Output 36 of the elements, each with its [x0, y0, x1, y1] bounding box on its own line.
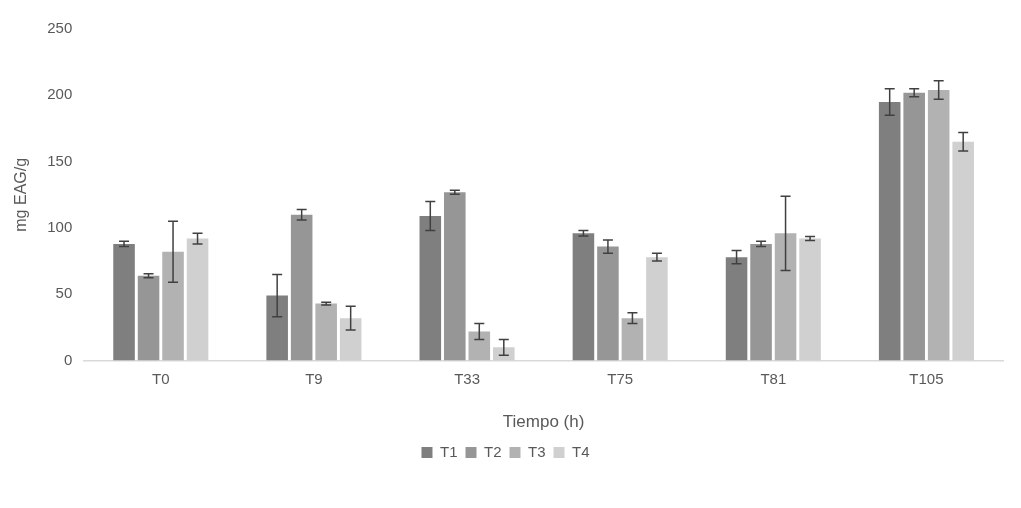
bar [927, 90, 950, 361]
y-tick-label: 100 [47, 218, 73, 236]
bar [468, 331, 491, 361]
bar [266, 295, 288, 361]
x-tick-label: T105 [909, 369, 944, 387]
y-tick-label: 150 [47, 151, 73, 169]
bar [315, 303, 337, 361]
y-tick-label: 250 [47, 19, 73, 37]
y-tick-label: 0 [63, 350, 73, 368]
y-tick-label: 200 [47, 85, 73, 103]
x-tick-label: T0 [152, 369, 170, 387]
legend-label: T2 [484, 442, 502, 460]
y-tick-label: 50 [55, 284, 73, 302]
bar [162, 251, 184, 361]
bar [137, 275, 160, 361]
x-tick-label: T75 [607, 369, 634, 387]
bar [750, 243, 772, 361]
bar [572, 233, 595, 361]
x-axis-title: Tiempo (h) [502, 412, 585, 432]
bar [878, 101, 901, 361]
x-tick-label: T33 [454, 369, 480, 387]
x-tick-label: T81 [760, 369, 787, 387]
bar [597, 246, 619, 361]
bar [113, 243, 135, 361]
y-axis-title: mg EAG/g [12, 157, 30, 232]
legend-label: T1 [439, 442, 458, 460]
bar [419, 216, 442, 361]
bar [290, 214, 313, 361]
bar [903, 92, 925, 361]
bar [725, 257, 748, 361]
bar [621, 318, 644, 361]
bar [774, 233, 797, 361]
x-tick-label: T9 [305, 369, 323, 387]
bar [444, 192, 466, 361]
legend-label: T4 [572, 442, 590, 460]
legend-label: T3 [528, 442, 546, 460]
